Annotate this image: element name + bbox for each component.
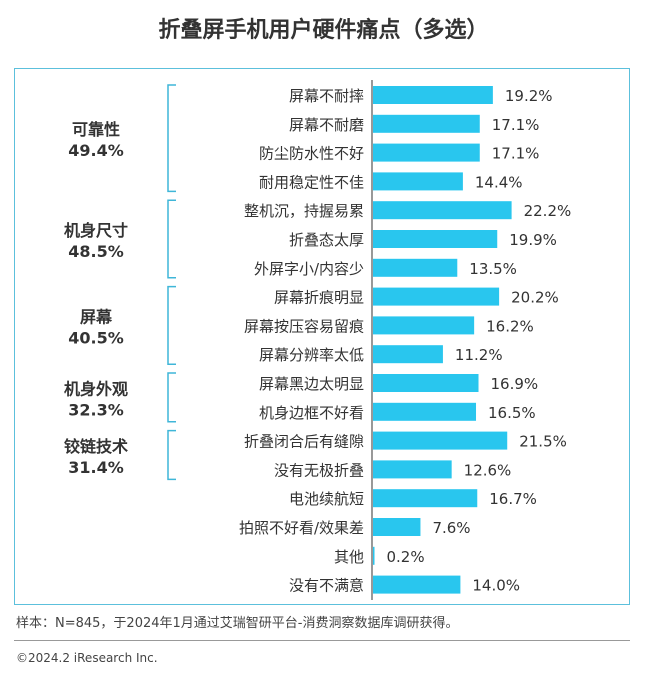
category-label: 其他 [334, 548, 364, 566]
value-label: 0.2% [387, 548, 425, 566]
copyright: ©2024.2 iResearch Inc. [16, 651, 158, 665]
value-label: 16.5% [488, 404, 536, 422]
group-value: 31.4% [68, 458, 124, 477]
bar [373, 143, 480, 162]
bar [373, 460, 452, 479]
category-label: 没有不满意 [289, 577, 364, 595]
category-label: 外屏字小/内容少 [254, 260, 364, 278]
category-label: 防尘防水性不好 [259, 145, 364, 163]
bar [373, 316, 475, 335]
bar [373, 489, 478, 508]
value-label: 11.2% [455, 346, 503, 364]
category-label: 屏幕折痕明显 [274, 289, 364, 307]
category-label: 屏幕不耐摔 [289, 87, 364, 105]
chart-frame [14, 68, 630, 605]
sample-footnote: 样本：N=845，于2024年1月通过艾瑞智研平台-消费洞察数据库调研获得。 [16, 616, 459, 631]
category-label: 没有无极折叠 [274, 461, 364, 479]
group-name: 机身外观 [64, 379, 128, 398]
group-value: 40.5% [68, 328, 124, 347]
bar [373, 114, 480, 133]
value-label: 13.5% [469, 260, 517, 278]
bar [373, 575, 461, 594]
value-label: 7.6% [432, 519, 470, 537]
value-label: 22.2% [524, 202, 572, 220]
category-label: 整机沉，持握易累 [244, 202, 364, 220]
category-label: 屏幕分辨率太低 [259, 346, 364, 364]
category-label: 耐用稳定性不佳 [259, 173, 364, 191]
group-name: 屏幕 [80, 307, 113, 326]
group-bracket [167, 84, 176, 193]
group-name: 铰链技术 [64, 437, 128, 456]
category-label: 屏幕黑边太明显 [259, 375, 364, 393]
category-label: 屏幕不耐磨 [289, 116, 364, 134]
chart-title: 折叠屏手机用户硬件痛点（多选） [158, 18, 489, 43]
bar [373, 402, 477, 421]
bar [373, 546, 375, 565]
category-label: 拍照不好看/效果差 [239, 519, 364, 537]
divider [14, 640, 630, 641]
category-label: 屏幕按压容易留痕 [244, 317, 364, 335]
value-label: 17.1% [492, 116, 540, 134]
value-label: 12.6% [464, 461, 512, 479]
bar [373, 201, 512, 220]
category-label: 电池续航短 [289, 490, 364, 508]
value-label: 16.2% [486, 317, 534, 335]
bar [373, 374, 479, 392]
group-name: 机身尺寸 [64, 221, 128, 240]
value-label: 16.9% [491, 375, 539, 393]
group-bracket [167, 429, 176, 481]
value-label: 16.7% [489, 490, 537, 508]
category-label: 机身边框不好看 [259, 404, 364, 422]
bar [373, 431, 508, 450]
bar [373, 345, 443, 364]
category-label: 折叠闭合后有缝隙 [244, 433, 364, 451]
group-bracket [167, 199, 176, 279]
group-bracket [167, 285, 176, 365]
bar [373, 518, 421, 536]
group-value: 49.4% [68, 141, 124, 160]
value-label: 17.1% [492, 145, 540, 163]
value-label: 19.9% [509, 231, 557, 249]
value-label: 20.2% [511, 289, 559, 307]
group-bracket [167, 372, 176, 423]
group-value: 32.3% [68, 400, 124, 419]
bar [373, 86, 493, 104]
bar [373, 258, 458, 277]
bar [373, 230, 498, 248]
value-label: 14.0% [472, 577, 520, 595]
bar [373, 172, 463, 191]
value-label: 19.2% [505, 87, 553, 105]
group-name: 可靠性 [72, 120, 120, 139]
category-label: 折叠态太厚 [289, 231, 364, 249]
group-value: 48.5% [68, 242, 124, 261]
value-label: 21.5% [519, 433, 567, 451]
value-label: 14.4% [475, 173, 523, 191]
bar [373, 287, 500, 306]
